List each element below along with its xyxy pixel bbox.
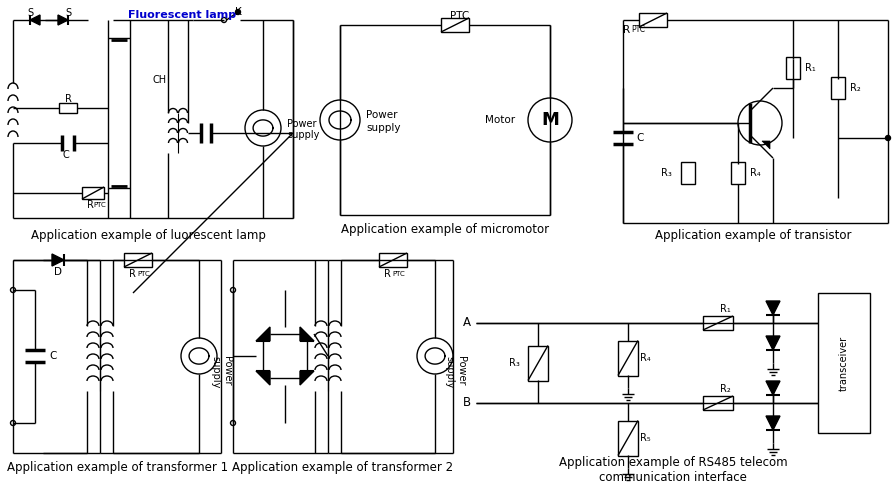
Bar: [785, 57, 799, 79]
Circle shape: [235, 10, 240, 14]
Text: Fluorescent lamp: Fluorescent lamp: [128, 10, 236, 20]
Bar: [702, 396, 732, 410]
Text: PTC: PTC: [630, 26, 645, 34]
Circle shape: [884, 136, 890, 141]
Polygon shape: [256, 327, 270, 341]
Text: Application example of transformer 2: Application example of transformer 2: [232, 461, 453, 474]
Text: M: M: [541, 111, 559, 129]
Bar: [618, 341, 637, 375]
Polygon shape: [58, 15, 68, 25]
Bar: [108, 38, 130, 188]
Text: Application example of transformer 1: Application example of transformer 1: [7, 461, 228, 474]
Text: Application example of micromotor: Application example of micromotor: [341, 224, 548, 237]
Bar: [378, 253, 407, 267]
Bar: [618, 421, 637, 455]
Polygon shape: [30, 15, 40, 25]
Text: PTC: PTC: [392, 271, 404, 277]
Polygon shape: [765, 416, 780, 430]
Text: C: C: [63, 150, 70, 160]
Text: S: S: [65, 8, 71, 18]
Text: R: R: [622, 25, 629, 35]
Bar: [817, 293, 869, 433]
Polygon shape: [52, 254, 64, 266]
Text: R: R: [87, 200, 94, 210]
Text: supply: supply: [366, 123, 400, 133]
Text: R₄: R₄: [639, 353, 650, 363]
Text: R₄: R₄: [749, 168, 760, 178]
Circle shape: [417, 338, 452, 374]
Text: C: C: [636, 133, 643, 143]
Text: R₂: R₂: [849, 83, 860, 93]
Text: B: B: [462, 397, 470, 410]
Text: Power
supply: Power supply: [443, 356, 465, 388]
Circle shape: [527, 98, 571, 142]
Circle shape: [320, 100, 359, 140]
Text: PTC: PTC: [137, 271, 149, 277]
Bar: [59, 103, 77, 113]
Text: R: R: [64, 94, 72, 104]
Text: K: K: [234, 7, 241, 17]
Text: R₃: R₃: [661, 168, 671, 178]
Bar: [441, 18, 468, 32]
Text: supply: supply: [287, 130, 319, 140]
Text: Power
supply: Power supply: [210, 356, 232, 388]
Text: R₃: R₃: [509, 358, 519, 368]
Polygon shape: [299, 371, 314, 385]
Text: Power: Power: [287, 119, 316, 129]
Bar: [82, 187, 104, 199]
Bar: [702, 316, 732, 330]
Bar: [680, 162, 695, 184]
Circle shape: [181, 338, 216, 374]
Text: A: A: [462, 316, 470, 329]
Bar: [527, 345, 547, 381]
Text: C: C: [49, 351, 56, 361]
Bar: [730, 162, 744, 184]
Polygon shape: [765, 336, 780, 350]
Text: S: S: [27, 8, 33, 18]
Bar: [124, 253, 152, 267]
Text: Application example of luorescent lamp: Application example of luorescent lamp: [30, 229, 266, 242]
Circle shape: [11, 421, 15, 426]
Text: R: R: [384, 269, 391, 279]
Circle shape: [738, 101, 781, 145]
Text: R₁: R₁: [804, 63, 814, 73]
Text: transceiver: transceiver: [838, 335, 848, 391]
Bar: [830, 77, 844, 99]
Text: R: R: [129, 269, 136, 279]
Text: Motor: Motor: [485, 115, 514, 125]
Text: R₅: R₅: [639, 433, 650, 443]
Text: PTC: PTC: [450, 11, 468, 21]
Polygon shape: [299, 327, 314, 341]
Circle shape: [245, 110, 281, 146]
Text: D: D: [54, 267, 62, 277]
Polygon shape: [761, 141, 769, 149]
Circle shape: [221, 17, 226, 23]
Text: Application example of transistor: Application example of transistor: [654, 229, 850, 242]
Text: R₂: R₂: [719, 384, 730, 394]
Text: R₁: R₁: [719, 304, 730, 314]
Polygon shape: [765, 301, 780, 315]
Text: PTC: PTC: [93, 202, 105, 208]
Polygon shape: [256, 371, 270, 385]
Polygon shape: [765, 381, 780, 395]
Circle shape: [11, 287, 15, 293]
Text: Application example of RS485 telecom
communication interface: Application example of RS485 telecom com…: [558, 456, 787, 483]
Text: Power: Power: [366, 110, 397, 120]
Circle shape: [231, 287, 235, 293]
Bar: [638, 13, 666, 27]
Circle shape: [231, 421, 235, 426]
Text: CH: CH: [153, 75, 167, 85]
